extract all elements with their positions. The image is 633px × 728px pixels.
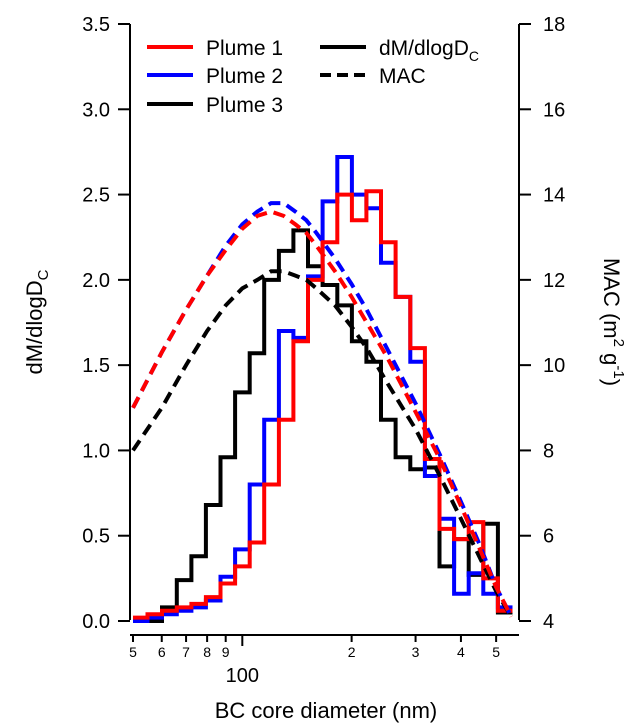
legend-label-mac: MAC (379, 65, 426, 88)
series-line-plume-1 (133, 189, 513, 620)
y-right-axis-label-mid: g (599, 347, 624, 365)
legend-label-dm-dlogdc-main: dM/dlogD (379, 37, 469, 60)
y-left-tick-label: 2.0 (82, 270, 110, 292)
legend-label-plume-2: Plume 2 (206, 65, 283, 88)
y-left-tick-label: 0.5 (82, 526, 110, 548)
x-tick-label: 7 (182, 644, 190, 660)
legend-label-dm-dlogdc-sub: C (469, 48, 479, 64)
y-right-axis-label-sup1: 2 (610, 339, 627, 347)
mac-curve-plume-1 (131, 209, 513, 618)
y-left-axis-label-sub: C (35, 269, 52, 280)
y-right-tick-label: 16 (543, 99, 565, 121)
x-tick-label: 5 (129, 644, 137, 660)
y-right-axis-label: MAC (m2 g-1) (599, 258, 627, 386)
y-right-tick-label: 12 (543, 270, 565, 292)
series-line-plume-2 (133, 155, 513, 623)
y-left-axis-ticks: 0.0 0.5 1.0 1.5 2.0 2.5 3.0 3.5 (82, 14, 130, 633)
y-left-tick-label: 3.0 (82, 99, 110, 121)
y-left-tick-label: 1.5 (82, 355, 110, 377)
legend-label-plume-3: Plume 3 (206, 94, 283, 117)
y-left-tick-label: 3.5 (82, 14, 110, 36)
legend-label-plume-1: Plume 1 (206, 37, 283, 60)
x-tick-label: 100 (226, 665, 259, 687)
y-right-tick-label: 14 (543, 185, 565, 207)
y-left-axis-label: dM/dlogDC (22, 269, 52, 374)
x-tick-label: 4 (457, 644, 465, 660)
x-tick-label: 5 (492, 644, 500, 660)
x-tick-label: 2 (348, 644, 356, 660)
axes (129, 24, 520, 636)
y-right-axis-label-main: MAC (m (599, 258, 624, 339)
x-tick-label: 3 (412, 644, 420, 660)
series-line-plume-3 (133, 228, 513, 623)
x-tick-label: 6 (158, 644, 166, 660)
x-axis-label: BC core diameter (nm) (215, 698, 438, 723)
y-right-tick-label: 8 (543, 440, 554, 462)
y-left-axis-label-main: dM/dlogD (22, 280, 47, 374)
y-right-tick-label: 18 (543, 14, 565, 36)
y-right-tick-label: 10 (543, 355, 565, 377)
y-right-axis-label-end: ) (599, 379, 624, 386)
x-tick-label: 9 (222, 644, 230, 660)
y-right-axis-label-sup2: -1 (610, 365, 627, 378)
plot-series (133, 155, 513, 623)
y-right-tick-label: 4 (543, 611, 554, 633)
y-right-axis-ticks: 4 6 8 10 12 14 16 18 (519, 14, 565, 633)
x-axis-ticks: 5 6 7 8 9 100 2 3 4 5 (129, 635, 500, 687)
y-left-tick-label: 2.5 (82, 185, 110, 207)
y-left-tick-label: 1.0 (82, 440, 110, 462)
mac-series (131, 201, 513, 618)
legend: Plume 1 Plume 2 Plume 3 dM/dlogDC MAC (147, 37, 479, 117)
legend-label-dm-dlogdc: dM/dlogDC (379, 37, 479, 64)
x-tick-label: 8 (203, 644, 211, 660)
y-left-tick-label: 0.0 (82, 611, 110, 633)
mac-curve-plume-3 (131, 269, 513, 618)
y-right-tick-label: 6 (543, 526, 554, 548)
